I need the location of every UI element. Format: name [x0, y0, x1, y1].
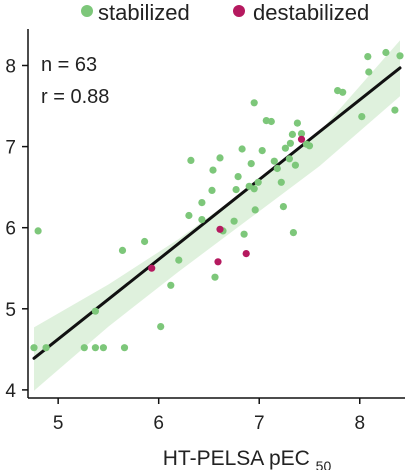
legend: stabilized destabilized — [81, 0, 369, 25]
x-axis-label-main: HT-PELSA pEC — [163, 447, 310, 470]
data-point-stabilized — [365, 68, 373, 76]
data-point-destabilized — [216, 225, 224, 233]
legend-label-destabilized: destabilized — [253, 0, 369, 25]
data-point-stabilized — [364, 53, 372, 61]
data-point-stabilized — [285, 155, 293, 163]
data-point-stabilized — [297, 130, 306, 138]
data-point-stabilized — [291, 161, 299, 169]
legend-marker-stabilized — [81, 5, 93, 17]
data-point-stabilized — [250, 185, 258, 193]
data-point-stabilized — [247, 160, 255, 168]
data-point-stabilized — [391, 106, 399, 114]
annotation-r: r = 0.88 — [41, 86, 109, 108]
data-point-destabilized — [297, 135, 306, 143]
data-point-stabilized — [258, 147, 266, 155]
data-point-stabilized — [91, 344, 99, 352]
y-axis-ticks: 4 5 6 7 8 — [5, 56, 28, 402]
data-point-stabilized — [34, 227, 42, 235]
data-point-stabilized — [281, 144, 289, 152]
y-tick-label: 6 — [5, 219, 16, 240]
data-point-stabilized — [216, 154, 224, 162]
data-point-destabilized — [242, 250, 250, 258]
data-point-stabilized — [289, 229, 297, 237]
x-axis-label: HT-PELSA pEC 50 — [163, 447, 332, 470]
data-point-stabilized — [230, 217, 238, 225]
data-point-stabilized — [42, 344, 50, 352]
data-point-stabilized — [118, 246, 127, 254]
data-point-stabilized — [273, 164, 281, 173]
data-point-stabilized — [240, 230, 248, 238]
data-point-destabilized — [214, 258, 222, 266]
data-point-stabilized — [267, 117, 275, 126]
y-tick-label: 4 — [5, 381, 16, 402]
data-point-stabilized — [339, 88, 347, 96]
data-point-stabilized — [254, 178, 262, 186]
data-point-stabilized — [91, 307, 99, 315]
legend-marker-destabilized — [233, 5, 245, 17]
data-point-stabilized — [270, 157, 278, 165]
data-point-stabilized — [286, 139, 294, 147]
data-point-destabilized — [148, 264, 156, 272]
x-tick-label: 6 — [153, 413, 164, 434]
data-point-stabilized — [396, 52, 404, 60]
y-tick-label: 7 — [5, 138, 16, 159]
data-point-stabilized — [167, 281, 175, 289]
regression-line — [32, 66, 402, 360]
x-axis-label-subscript: 50 — [316, 458, 332, 470]
data-point-stabilized — [198, 216, 206, 224]
data-point-stabilized — [251, 206, 259, 214]
confidence-band — [34, 40, 400, 391]
data-point-stabilized — [157, 323, 165, 331]
data-point-stabilized — [120, 344, 129, 352]
data-point-stabilized — [141, 237, 149, 246]
data-point-stabilized — [99, 344, 107, 352]
x-tick-label: 7 — [254, 413, 265, 434]
data-point-stabilized — [277, 178, 285, 186]
data-point-stabilized — [209, 166, 217, 174]
x-axis-ticks: 5 6 7 8 — [53, 398, 365, 434]
data-point-stabilized — [208, 186, 216, 194]
data-point-stabilized — [250, 99, 258, 107]
annotation-n: n = 63 — [41, 54, 97, 76]
y-tick-label: 5 — [5, 300, 16, 321]
data-point-stabilized — [234, 173, 242, 181]
data-point-stabilized — [358, 113, 366, 121]
data-point-stabilized — [80, 344, 88, 352]
data-point-stabilized — [187, 156, 195, 164]
data-point-stabilized — [30, 344, 38, 352]
data-point-stabilized — [382, 48, 390, 57]
data-point-stabilized — [279, 203, 287, 211]
data-point-stabilized — [293, 119, 301, 127]
data-point-stabilized — [232, 186, 240, 194]
data-point-stabilized — [238, 145, 246, 153]
data-point-stabilized — [305, 142, 314, 150]
data-point-stabilized — [185, 211, 193, 220]
data-point-stabilized — [288, 130, 296, 138]
data-point-stabilized — [211, 273, 219, 281]
data-point-stabilized — [198, 199, 206, 207]
x-tick-label: 8 — [354, 413, 365, 434]
legend-label-stabilized: stabilized — [98, 0, 190, 25]
x-tick-label: 5 — [53, 413, 64, 434]
y-tick-label: 8 — [5, 56, 16, 77]
data-points — [30, 48, 404, 352]
data-point-stabilized — [175, 256, 183, 264]
